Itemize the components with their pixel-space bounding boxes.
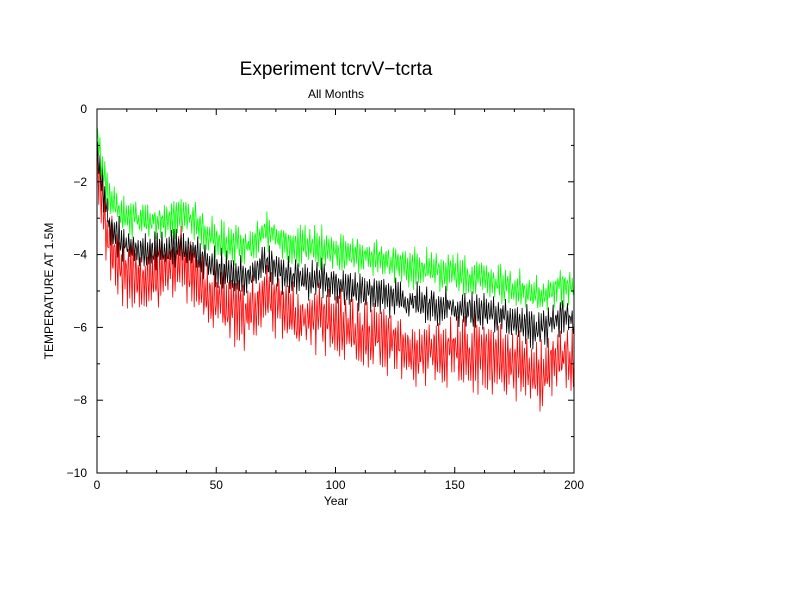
x-tick-label: 50 <box>210 478 224 492</box>
series-layer <box>96 128 575 412</box>
x-axis-label: Year <box>324 494 348 508</box>
y-axis-label: TEMPERATURE AT 1.5M <box>42 223 56 360</box>
y-tick-label: −4 <box>73 248 87 262</box>
y-tick-label: −8 <box>73 393 87 407</box>
series-line <box>96 128 575 311</box>
x-tick-label: 150 <box>445 478 465 492</box>
y-tick-label: 0 <box>80 102 87 116</box>
x-tick-label: 0 <box>94 478 101 492</box>
y-tick-label: −2 <box>73 175 87 189</box>
series-line <box>96 141 575 350</box>
axis-layer: 0 50 100 150 200 0 −2 −4 −6 −8 −10 <box>67 102 585 492</box>
chart-title: Experiment tcrvV−tcrta <box>240 59 433 80</box>
x-tick-label: 100 <box>325 478 345 492</box>
y-tick-label: −6 <box>73 320 87 334</box>
chart-subtitle: All Months <box>308 87 364 101</box>
y-tick-label: −10 <box>67 466 88 480</box>
x-tick-label: 200 <box>564 478 584 492</box>
